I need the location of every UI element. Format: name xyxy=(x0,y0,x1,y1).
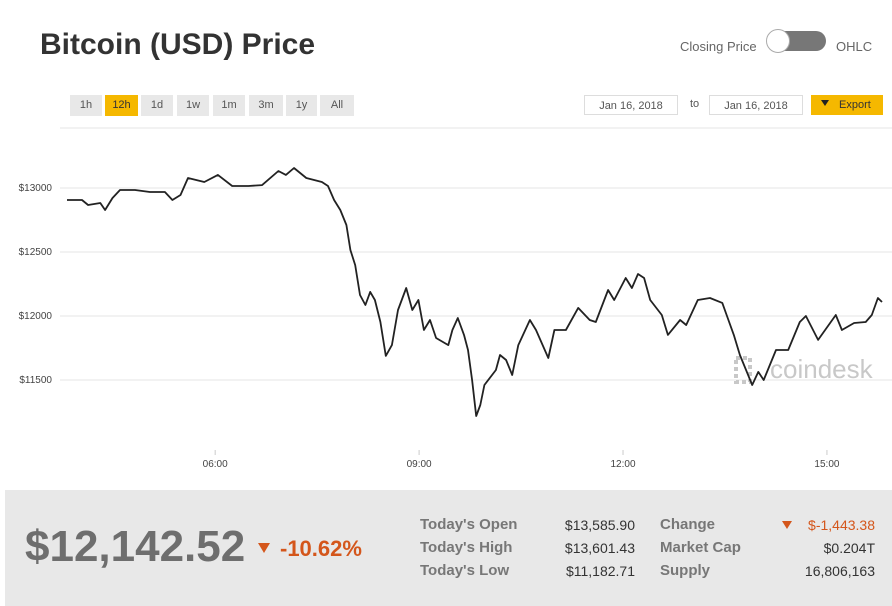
range-button[interactable]: 1m xyxy=(213,95,245,116)
watermark: coindesk xyxy=(770,354,874,384)
watermark-logo xyxy=(734,356,752,384)
change-percent: -10.62% xyxy=(280,536,362,561)
y-tick-label: $11500 xyxy=(19,375,52,386)
stat-label: Change xyxy=(660,516,716,533)
range-button[interactable]: All xyxy=(320,95,354,116)
x-tick-label: 06:00 xyxy=(203,459,228,470)
export-button[interactable]: Export xyxy=(811,95,883,115)
range-button[interactable]: 12h xyxy=(105,95,138,116)
down-arrow xyxy=(258,543,270,553)
toggle-label: OHLC xyxy=(836,39,873,54)
range-button[interactable]: 1w xyxy=(177,95,209,116)
title: Bitcoin (USD) Price xyxy=(40,28,316,61)
range-button[interactable]: 3m xyxy=(249,95,283,116)
stat-value: $13,585.90 xyxy=(564,517,635,533)
price-line xyxy=(67,167,883,417)
toggle-knob xyxy=(766,29,790,53)
stat-value: $0.204T xyxy=(823,540,875,556)
toggle-label: Closing Price xyxy=(680,39,757,54)
x-tick-label: 15:00 xyxy=(814,459,839,470)
date-input[interactable]: Jan 16, 2018 xyxy=(584,95,678,115)
down-arrow xyxy=(782,521,792,529)
date-separator: to xyxy=(690,98,700,110)
stats-panel xyxy=(5,490,892,606)
y-tick-label: $13000 xyxy=(19,183,53,194)
stat-label: Today's Open xyxy=(420,516,518,533)
price: $12,142.52 xyxy=(25,522,246,571)
x-tick-label: 09:00 xyxy=(407,459,432,470)
x-tick-label: 12:00 xyxy=(611,459,636,470)
range-button[interactable]: 1h xyxy=(70,95,102,116)
stat-label: Supply xyxy=(660,562,711,579)
stat-value: $13,601.43 xyxy=(564,540,635,556)
stat-label: Today's Low xyxy=(420,562,510,579)
chart: $11500 $12000 $12500 $13000 06:00 09:00 12:00 1… xyxy=(19,127,892,470)
y-tick-label: $12500 xyxy=(19,247,53,258)
stat-value: 16,806,163 xyxy=(804,563,875,579)
date-input[interactable]: Jan 16, 2018 xyxy=(709,95,803,115)
range-button[interactable]: 1y xyxy=(286,95,317,116)
y-tick-label: $12000 xyxy=(19,311,53,322)
stat-value: $-1,443.38 xyxy=(808,517,875,533)
plot: $11500 $12000 $12500 $13000 06:00 09:00 12:00 1… xyxy=(19,167,892,470)
stat-label: Today's High xyxy=(420,539,513,556)
stat-value: $11,182.71 xyxy=(565,563,635,579)
stat-label: Market Cap xyxy=(660,539,741,556)
range-button[interactable]: 1d xyxy=(141,95,173,116)
